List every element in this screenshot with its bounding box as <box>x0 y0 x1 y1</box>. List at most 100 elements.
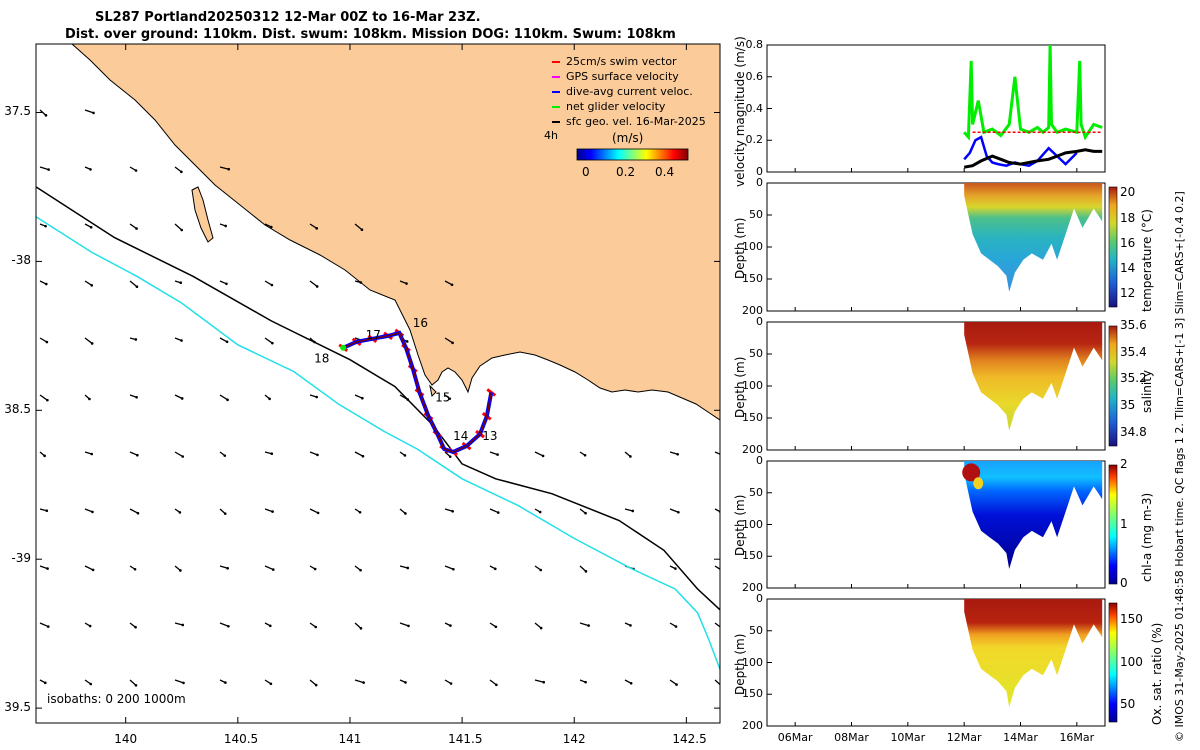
colorbar-tick-label: 2 <box>1120 457 1128 471</box>
geo-arrow <box>489 679 497 686</box>
geo-arrow-head <box>270 452 274 456</box>
geo-arrow-head <box>89 225 93 229</box>
panel-xtick-label: 16Mar <box>1059 731 1095 744</box>
colorbar-tick-label: 14 <box>1120 261 1136 276</box>
geo-arrow-head <box>91 568 95 572</box>
geo-arrow-head <box>225 340 229 344</box>
track-day-label: 15 <box>435 390 450 404</box>
velocity-ytick-label: 0.4 <box>745 101 764 115</box>
chl-ylabel: Depth (m) <box>733 494 747 556</box>
geo-arrow <box>624 508 633 512</box>
geo-arrow <box>129 508 139 514</box>
map-xtick-label: 141 <box>338 732 362 746</box>
geo-arrow <box>669 451 678 455</box>
geo-arrow-head <box>269 682 273 686</box>
geo-arrow-head <box>542 680 546 684</box>
track-end-marker <box>340 344 347 351</box>
geo-arrow-head <box>91 510 94 514</box>
land-mainland <box>71 44 720 421</box>
colorbar-tick-label: 150 <box>1120 612 1143 626</box>
geo-arrow-head <box>90 284 94 287</box>
geo-arrow-head <box>90 452 94 456</box>
legend-swim-label: 25cm/s swim vector <box>566 55 677 68</box>
geo-arrow <box>129 223 137 230</box>
profile-ytick-label: 150 <box>742 687 763 701</box>
geo-arrow-head <box>135 395 138 399</box>
geo-arrow <box>669 679 677 686</box>
geo-arrow-head <box>404 681 407 684</box>
geo-arrow-head <box>316 453 319 457</box>
geo-arrow <box>174 451 184 458</box>
geo-arrow <box>264 508 273 513</box>
geo-arrow <box>489 451 498 456</box>
geo-arrow-head <box>584 511 587 515</box>
geo-arrow <box>354 451 364 457</box>
geo-arrow-head <box>583 453 587 457</box>
chla-max-patch <box>962 463 981 482</box>
geo-arrow <box>714 622 720 628</box>
geo-arrow-head <box>225 282 228 286</box>
geo-arrow-head <box>89 682 93 686</box>
profile-colorbar <box>1108 464 1118 585</box>
geo-arrow <box>39 565 48 570</box>
geo-arrow-head <box>541 454 545 458</box>
geo-arrow <box>174 622 183 626</box>
legend-note: 4h <box>544 129 558 142</box>
geo-arrow-head <box>179 281 183 285</box>
geo-arrow <box>84 565 94 571</box>
side-note: © IMOS 31-May-2025 01:48:58 Hobart time.… <box>1173 191 1186 742</box>
geo-arrow <box>39 109 47 116</box>
geo-arrow <box>39 622 49 628</box>
profile-ytick-label: 50 <box>749 485 763 499</box>
geo-arrow-head <box>268 624 272 628</box>
geo-arrow <box>444 508 453 512</box>
sal-ylabel: Depth (m) <box>733 356 747 418</box>
geo-arrow <box>309 223 318 229</box>
geo-arrow-head <box>178 511 182 514</box>
geo-arrow-head <box>358 510 362 514</box>
colorbar-tick-label: 100 <box>1120 654 1143 669</box>
geo-arrow <box>309 280 318 287</box>
geo-arrow <box>354 622 362 629</box>
glider-track <box>342 332 493 453</box>
map-ytick-label: 38.5 <box>4 402 31 417</box>
geo-arrow <box>129 451 138 456</box>
profile-colorbar <box>1108 325 1118 447</box>
geo-arrow <box>264 565 274 571</box>
profile-ytick-label: 200 <box>742 581 763 594</box>
geo-arrow-head <box>271 341 274 345</box>
geo-arrow-head <box>134 338 138 341</box>
profile-ytick-label: 50 <box>749 623 763 637</box>
isobath-1000m <box>36 216 720 670</box>
geo-arrow-head <box>227 624 230 628</box>
geo-arrow-head <box>45 509 49 513</box>
colorbar-tick-label: 16 <box>1120 235 1136 250</box>
geo-arrow-head <box>44 114 48 117</box>
legend-geo-label: sfc geo. vel. 16-Mar-2025 <box>566 115 706 128</box>
profile-ytick-label: 150 <box>742 411 763 424</box>
isobath-note: isobaths: 0 200 1000m <box>47 692 186 706</box>
geo-arrow-head <box>361 454 365 458</box>
track-day-labels: 13 14 15 16 17 18 <box>314 316 497 443</box>
geo-arrow-head <box>92 111 95 115</box>
geo-arrow-head <box>136 511 140 515</box>
geo-arrow-head <box>359 568 362 572</box>
profile-ytick-label: 0 <box>756 454 763 467</box>
colorbar-tick-label: 34.8 <box>1120 424 1147 439</box>
colorbar-tick-label: 20 <box>1120 185 1136 200</box>
profile-ytick-label: 150 <box>742 549 763 563</box>
geo-arrow-head <box>674 567 677 570</box>
geo-arrow-head <box>584 680 587 684</box>
profile-ytick-label: 100 <box>742 240 763 253</box>
geo-arrow-head <box>405 282 408 285</box>
colorbar-tick-label: 50 <box>1120 697 1136 711</box>
track-day-label: 18 <box>314 352 329 366</box>
geo-arrow <box>354 394 363 399</box>
geo-arrow <box>444 337 453 344</box>
panel-xtick-label: 06Mar <box>777 731 813 744</box>
colorbar-tick-label: 35 <box>1120 398 1136 412</box>
profile-ytick-label: 50 <box>749 208 763 221</box>
profile-ytick-label: 200 <box>742 304 763 317</box>
